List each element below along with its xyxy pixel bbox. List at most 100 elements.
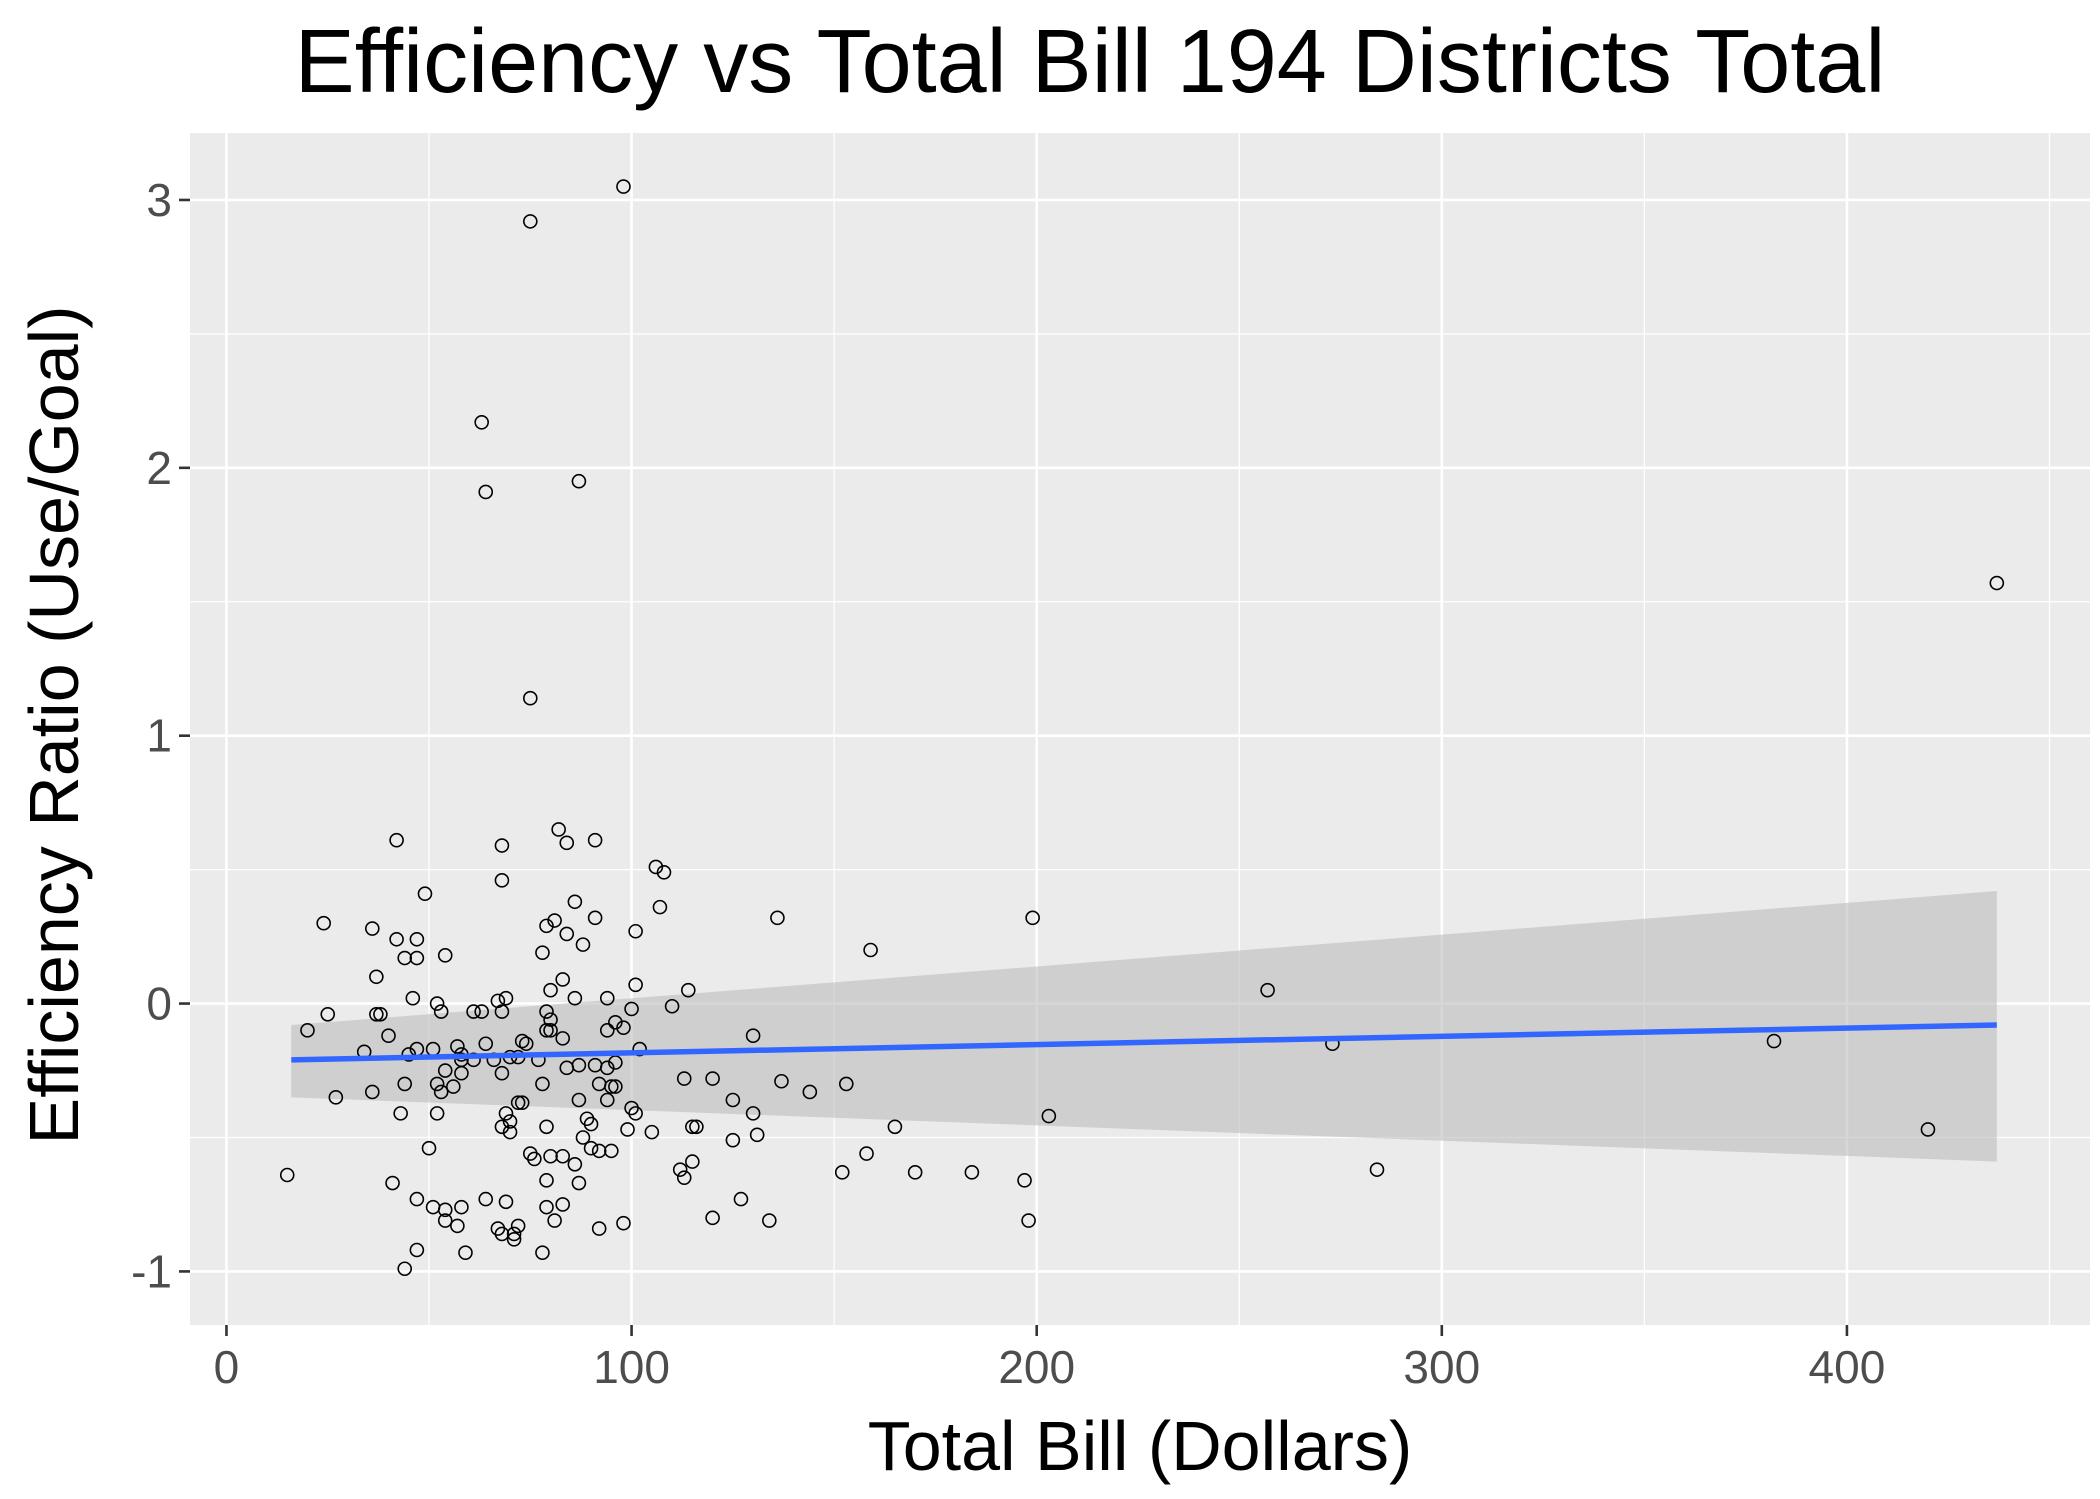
data-point <box>466 1052 481 1068</box>
data-point <box>863 942 878 958</box>
data-point <box>365 1084 380 1100</box>
data-point <box>547 913 562 928</box>
data-point <box>620 1122 635 1137</box>
data-point <box>685 1119 700 1135</box>
data-point <box>604 1143 619 1159</box>
data-point <box>1260 982 1275 998</box>
data-point <box>397 1261 413 1277</box>
data-point <box>279 1167 295 1183</box>
data-point <box>437 1063 453 1078</box>
y-tick-label: 2 <box>146 442 172 494</box>
data-point <box>591 1221 607 1236</box>
data-point <box>518 1036 534 1052</box>
data-point <box>733 1191 749 1207</box>
data-point <box>774 1073 789 1089</box>
data-point <box>320 1006 336 1022</box>
data-point <box>506 1231 522 1247</box>
data-point <box>616 179 631 194</box>
data-point <box>429 1076 445 1092</box>
data-point <box>385 1175 400 1191</box>
data-point <box>583 1116 599 1132</box>
data-point <box>510 1218 526 1234</box>
data-point <box>1989 575 2005 591</box>
data-point <box>328 1090 344 1105</box>
data-point <box>429 1106 445 1121</box>
x-tick-label: 200 <box>998 1341 1075 1393</box>
data-point <box>433 1004 449 1019</box>
data-point <box>446 1079 461 1094</box>
data-point <box>680 982 696 998</box>
data-point <box>389 832 404 848</box>
data-point <box>672 1162 688 1177</box>
data-point <box>599 1023 615 1038</box>
data-point <box>555 1148 571 1164</box>
data-point <box>437 1213 453 1228</box>
data-point <box>1017 1173 1032 1188</box>
data-point <box>587 832 603 848</box>
data-point <box>608 1079 623 1094</box>
data-point <box>608 1055 623 1070</box>
data-point <box>417 886 433 902</box>
data-point <box>381 1028 396 1044</box>
data-point <box>705 1071 720 1086</box>
data-point <box>628 977 643 993</box>
data-point <box>478 484 494 500</box>
data-point <box>745 1028 761 1044</box>
data-point <box>506 1226 522 1242</box>
x-tick-label: 0 <box>214 1341 240 1393</box>
x-tick-label: 300 <box>1403 1341 1480 1393</box>
data-point <box>644 1124 660 1140</box>
data-point <box>539 1004 554 1019</box>
data-point <box>859 1146 874 1161</box>
data-point <box>543 982 558 998</box>
data-point <box>389 931 404 947</box>
data-point <box>369 1006 384 1022</box>
data-point <box>478 1036 494 1052</box>
data-point <box>405 990 421 1006</box>
data-point <box>514 1095 530 1110</box>
data-point <box>964 1165 980 1180</box>
data-point <box>478 1191 494 1207</box>
data-point <box>458 1245 473 1260</box>
data-point <box>664 998 680 1014</box>
data-point <box>559 835 575 851</box>
data-point <box>522 214 538 229</box>
data-point <box>685 1154 700 1169</box>
y-tick-label: -1 <box>131 1245 172 1297</box>
data-point <box>450 1039 465 1054</box>
data-point <box>421 1140 437 1156</box>
data-point <box>599 1092 615 1108</box>
data-point <box>616 1020 631 1035</box>
data-point <box>567 894 583 910</box>
data-point <box>474 1004 489 1019</box>
data-point <box>502 1114 518 1129</box>
data-point <box>652 899 668 915</box>
data-point <box>409 950 425 966</box>
data-point <box>454 1065 469 1081</box>
data-point <box>535 1076 550 1092</box>
data-point <box>539 1199 554 1215</box>
y-axis-title: Efficiency Ratio (Use/Goal) <box>15 305 93 1144</box>
data-point <box>583 1140 599 1156</box>
data-point <box>450 1218 465 1234</box>
data-point <box>494 1119 510 1135</box>
data-point <box>1025 910 1040 926</box>
data-point <box>494 1004 510 1019</box>
data-point <box>555 1197 571 1212</box>
x-axis: 0 100 200 300 400 <box>214 1325 1885 1393</box>
data-point <box>369 969 384 985</box>
data-point <box>1766 1033 1782 1049</box>
y-tick-label: 3 <box>146 174 172 226</box>
data-point <box>770 910 785 926</box>
data-point <box>725 1132 741 1148</box>
data-point <box>624 1001 639 1017</box>
data-point <box>575 1130 591 1145</box>
data-point <box>543 1023 558 1038</box>
data-point <box>494 1226 510 1242</box>
data-point <box>725 1092 741 1108</box>
data-point <box>409 1191 425 1207</box>
data-point <box>762 1213 777 1228</box>
data-point <box>539 1023 554 1038</box>
data-point <box>555 972 571 987</box>
data-point <box>527 1151 542 1167</box>
